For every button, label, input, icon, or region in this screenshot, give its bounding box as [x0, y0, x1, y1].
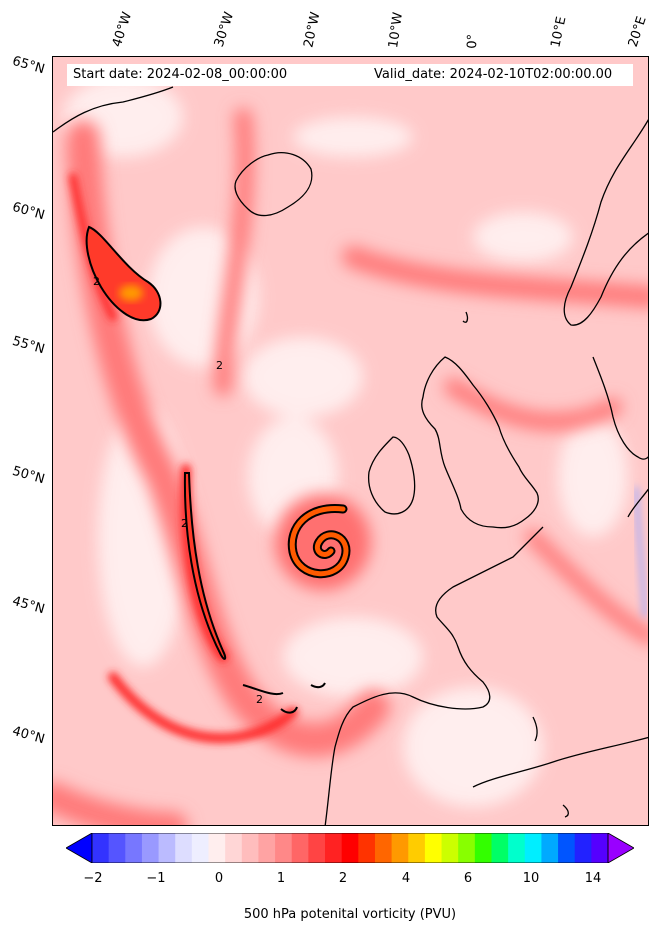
coast-norway [563, 119, 648, 326]
lat-label-50n: 50°N [10, 463, 47, 488]
coast-mediterranean [472, 736, 648, 788]
lon-label-40w: 40°W [109, 10, 136, 49]
colorbar-tick-1: 1 [276, 871, 286, 886]
colorbar-frame [91, 833, 609, 863]
colorbar-swatch [275, 833, 293, 863]
colorbar-tick-14: 14 [584, 871, 602, 886]
lon-label-30w: 30°W [211, 10, 238, 49]
colorbar-swatch [458, 833, 476, 863]
colorbar-swatch [574, 833, 592, 863]
contour-label-blob: 2 [93, 275, 100, 288]
colorbar-tick-neg2: −2 [83, 871, 103, 886]
lon-label-0: 0° [465, 33, 481, 49]
colorbar-tick-neg1: −1 [146, 871, 166, 886]
colorbar-swatch [408, 833, 426, 863]
colorbar-swatch [125, 833, 143, 863]
colorbar-swatch [225, 833, 243, 863]
start-date-label: Start date: 2024-02-08_00:00:00 [73, 67, 288, 82]
pv-contour-south-2 [310, 682, 326, 689]
pv-contour-south-3 [280, 706, 298, 714]
coast-britain [421, 356, 539, 529]
coast-denmark [592, 356, 648, 460]
pv-negative-streak [634, 486, 647, 618]
colorbar-swatch [591, 833, 609, 863]
header-box: Start date: 2024-02-08_00:00:00 Valid_da… [67, 64, 633, 86]
colorbar-label: 500 hPa potenital vorticity (PVU) [243, 907, 457, 922]
colorbar-swatch [424, 833, 443, 863]
coast-ireland [367, 436, 416, 515]
colorbar-swatch [241, 833, 259, 863]
lat-label-65n: 65°N [10, 53, 47, 78]
lon-label-20e: 20°E [625, 14, 650, 50]
contour-label-south: 2 [256, 693, 263, 706]
pv-contour-filament [183, 472, 227, 660]
lat-label-40n: 40°N [10, 723, 47, 748]
colorbar-swatch [491, 833, 509, 863]
colorbar-swatch [391, 833, 409, 863]
contour-label-mid: 2 [216, 359, 223, 372]
pv-spiral-vortex [275, 494, 371, 590]
colorbar-extend-high [607, 833, 634, 863]
colorbar-swatch [325, 833, 343, 863]
coastlines [53, 86, 648, 825]
contour-label-filament: 2 [181, 517, 188, 530]
pv-map-svg: 2 2 2 2 [53, 57, 648, 825]
colorbar-swatch [341, 833, 359, 863]
lon-label-20w: 20°W [301, 10, 324, 49]
colorbar-swatch [141, 833, 160, 863]
valid-date-label: Valid_date: 2024-02-10T02:00:00.00 [374, 67, 613, 82]
colorbar-swatch [358, 833, 376, 863]
colorbar-tick-10: 10 [522, 871, 540, 886]
colorbar-swatch [208, 833, 226, 863]
lat-label-55n: 55°N [10, 333, 47, 358]
colorbar-swatch [258, 833, 276, 863]
colorbar-swatch [175, 833, 193, 863]
colorbar-swatch [558, 833, 576, 863]
lat-label-45n: 45°N [10, 593, 47, 618]
pv-blob-core [119, 285, 143, 301]
colorbar-swatch [374, 833, 393, 863]
colorbar-tick-4: 4 [401, 871, 411, 886]
pv-map-panel: 2 2 2 2 [52, 56, 649, 826]
lon-label-10w: 10°W [386, 11, 406, 49]
colorbar-tick-6: 6 [463, 871, 473, 886]
colorbar-swatch [158, 833, 176, 863]
colorbar-swatch [191, 833, 210, 863]
colorbar-swatch [291, 833, 309, 863]
colorbar-swatch [541, 833, 559, 863]
coast-europe [324, 526, 544, 825]
coast-iceland [234, 152, 313, 217]
colorbar-swatch [108, 833, 126, 863]
colorbar-swatch [508, 833, 526, 863]
pv-blob-northwest [85, 225, 162, 322]
colorbar-swatch [441, 833, 459, 863]
colorbar-swatch [308, 833, 326, 863]
colorbar [66, 833, 634, 863]
colorbar-tick-0: 0 [214, 871, 224, 886]
colorbar-swatch [524, 833, 542, 863]
lon-label-10e: 10°E [548, 15, 570, 50]
pv-contour-south-1 [242, 684, 284, 695]
colorbar-swatch [92, 833, 110, 863]
colorbar-extend-low [66, 833, 93, 863]
lat-label-60n: 60°N [10, 199, 47, 224]
colorbar-swatch [474, 833, 492, 863]
colorbar-tick-2: 2 [338, 871, 348, 886]
